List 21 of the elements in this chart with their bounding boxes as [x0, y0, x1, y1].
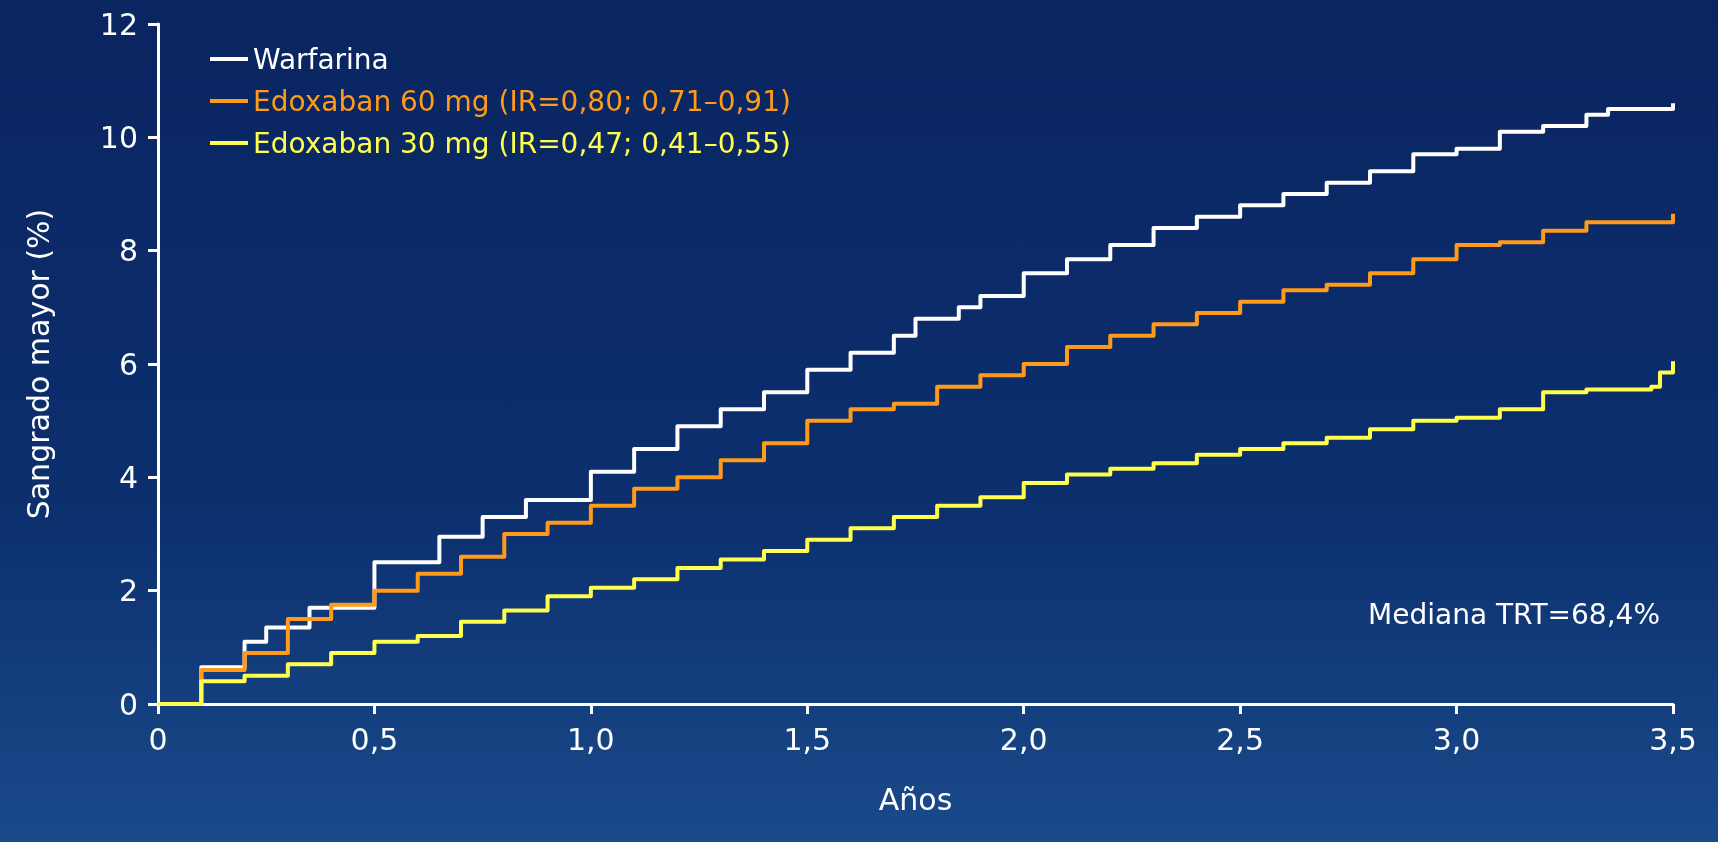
- x-tick-label: 3,0: [1432, 721, 1481, 757]
- annotation: Mediana TRT=68,4%: [1368, 597, 1660, 631]
- x-tick-label: 2,0: [999, 721, 1048, 757]
- y-tick-label: 2: [118, 573, 138, 609]
- legend-label: Edoxaban 30 mg (IR=0,47; 0,41–0,55): [253, 126, 791, 160]
- x-tick-label: 0,5: [350, 721, 399, 757]
- x-tick-label: 1,0: [567, 721, 615, 757]
- legend-label: Edoxaban 60 mg (IR=0,80; 0,71–0,91): [253, 84, 791, 118]
- y-tick-label: 12: [99, 6, 138, 42]
- y-tick-label: 8: [118, 233, 138, 269]
- x-tick-label: 1,5: [783, 721, 832, 757]
- x-tick-label: 2,5: [1216, 721, 1264, 757]
- y-tick-label: 6: [118, 346, 138, 382]
- x-tick-label: 3,5: [1649, 721, 1697, 757]
- legend-label: Warfarina: [253, 42, 389, 76]
- y-axis-title: Sangrado mayor (%): [20, 208, 56, 520]
- y-tick-label: 4: [118, 459, 138, 495]
- y-tick-label: 10: [99, 119, 138, 155]
- x-tick-label: 0: [148, 721, 168, 757]
- y-tick-label: 0: [118, 686, 138, 722]
- x-axis-title: Años: [878, 781, 953, 817]
